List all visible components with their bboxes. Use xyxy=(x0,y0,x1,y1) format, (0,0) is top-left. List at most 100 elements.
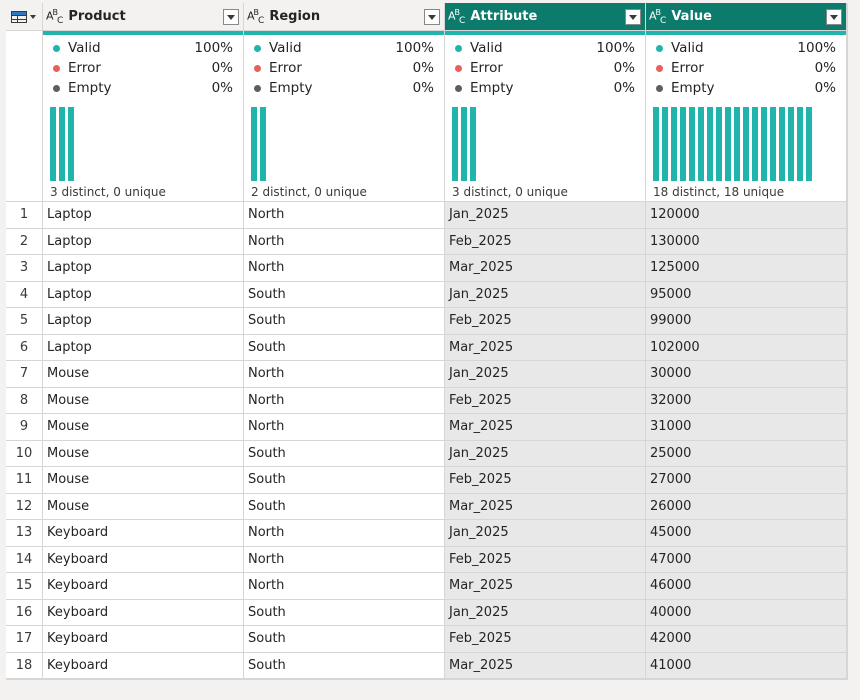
row-number[interactable]: 7 xyxy=(6,361,43,388)
table-cell[interactable]: Laptop xyxy=(43,228,244,255)
table-cell[interactable]: South xyxy=(244,334,445,361)
table-menu-button[interactable] xyxy=(6,3,43,31)
table-cell[interactable]: Feb_2025 xyxy=(445,467,646,494)
table-cell[interactable]: Jan_2025 xyxy=(445,281,646,308)
row-number[interactable]: 14 xyxy=(6,546,43,573)
table-cell[interactable]: North xyxy=(244,255,445,282)
table-cell[interactable]: South xyxy=(244,626,445,653)
table-cell[interactable]: South xyxy=(244,652,445,679)
table-cell[interactable]: Mouse xyxy=(43,467,244,494)
column-header-product[interactable]: ABC Product xyxy=(43,3,244,31)
row-number[interactable]: 13 xyxy=(6,520,43,547)
table-cell[interactable]: South xyxy=(244,281,445,308)
column-header-attribute[interactable]: ABC Attribute xyxy=(445,3,646,31)
table-cell[interactable]: South xyxy=(244,308,445,335)
table-cell[interactable]: 46000 xyxy=(646,573,847,600)
table-cell[interactable]: Mar_2025 xyxy=(445,334,646,361)
table-cell[interactable]: North xyxy=(244,573,445,600)
table-cell[interactable]: Jan_2025 xyxy=(445,599,646,626)
table-cell[interactable]: 47000 xyxy=(646,546,847,573)
table-cell[interactable]: North xyxy=(244,414,445,441)
table-cell[interactable]: Laptop xyxy=(43,308,244,335)
row-number[interactable]: 15 xyxy=(6,573,43,600)
row-number[interactable]: 16 xyxy=(6,599,43,626)
table-cell[interactable]: 26000 xyxy=(646,493,847,520)
table-cell[interactable]: Keyboard xyxy=(43,599,244,626)
table-cell[interactable]: Mar_2025 xyxy=(445,414,646,441)
row-number[interactable]: 4 xyxy=(6,281,43,308)
table-cell[interactable]: 27000 xyxy=(646,467,847,494)
table-cell[interactable]: 102000 xyxy=(646,334,847,361)
table-cell[interactable]: South xyxy=(244,599,445,626)
table-cell[interactable]: Feb_2025 xyxy=(445,546,646,573)
table-cell[interactable]: North xyxy=(244,228,445,255)
table-cell[interactable]: 95000 xyxy=(646,281,847,308)
table-cell[interactable]: 99000 xyxy=(646,308,847,335)
table-cell[interactable]: Mouse xyxy=(43,361,244,388)
text-type-icon[interactable]: ABC xyxy=(46,7,63,26)
text-type-icon[interactable]: ABC xyxy=(448,7,465,26)
table-cell[interactable]: 45000 xyxy=(646,520,847,547)
row-number[interactable]: 1 xyxy=(6,202,43,229)
filter-dropdown-icon[interactable] xyxy=(223,8,239,25)
table-cell[interactable]: Keyboard xyxy=(43,573,244,600)
table-cell[interactable]: Feb_2025 xyxy=(445,308,646,335)
table-cell[interactable]: 40000 xyxy=(646,599,847,626)
table-cell[interactable]: Laptop xyxy=(43,334,244,361)
table-cell[interactable]: Mouse xyxy=(43,440,244,467)
table-cell[interactable]: Mar_2025 xyxy=(445,573,646,600)
table-cell[interactable]: North xyxy=(244,361,445,388)
row-number[interactable]: 6 xyxy=(6,334,43,361)
table-cell[interactable]: 32000 xyxy=(646,387,847,414)
table-cell[interactable]: Jan_2025 xyxy=(445,361,646,388)
table-cell[interactable]: Mouse xyxy=(43,414,244,441)
table-cell[interactable]: North xyxy=(244,546,445,573)
row-number[interactable]: 11 xyxy=(6,467,43,494)
table-cell[interactable]: Feb_2025 xyxy=(445,228,646,255)
filter-dropdown-icon[interactable] xyxy=(424,8,440,25)
table-cell[interactable]: North xyxy=(244,520,445,547)
table-cell[interactable]: Feb_2025 xyxy=(445,387,646,414)
table-cell[interactable]: Mouse xyxy=(43,387,244,414)
filter-dropdown-icon[interactable] xyxy=(625,8,641,25)
row-number[interactable]: 12 xyxy=(6,493,43,520)
table-cell[interactable]: South xyxy=(244,467,445,494)
table-cell[interactable]: Jan_2025 xyxy=(445,202,646,229)
row-number[interactable]: 3 xyxy=(6,255,43,282)
row-number[interactable]: 8 xyxy=(6,387,43,414)
table-cell[interactable]: Jan_2025 xyxy=(445,520,646,547)
table-cell[interactable]: 31000 xyxy=(646,414,847,441)
filter-dropdown-icon[interactable] xyxy=(826,8,842,25)
table-cell[interactable]: Laptop xyxy=(43,281,244,308)
table-cell[interactable]: Laptop xyxy=(43,255,244,282)
table-cell[interactable]: Laptop xyxy=(43,202,244,229)
table-cell[interactable]: 125000 xyxy=(646,255,847,282)
column-header-value[interactable]: ABC Value xyxy=(646,3,847,31)
row-number[interactable]: 2 xyxy=(6,228,43,255)
row-number[interactable]: 10 xyxy=(6,440,43,467)
table-cell[interactable]: 25000 xyxy=(646,440,847,467)
row-number[interactable]: 5 xyxy=(6,308,43,335)
table-cell[interactable]: Mar_2025 xyxy=(445,255,646,282)
row-number[interactable]: 17 xyxy=(6,626,43,653)
table-cell[interactable]: Jan_2025 xyxy=(445,440,646,467)
text-type-icon[interactable]: ABC xyxy=(649,7,666,26)
table-cell[interactable]: 130000 xyxy=(646,228,847,255)
row-number[interactable]: 9 xyxy=(6,414,43,441)
table-cell[interactable]: 120000 xyxy=(646,202,847,229)
table-cell[interactable]: North xyxy=(244,387,445,414)
table-cell[interactable]: Feb_2025 xyxy=(445,626,646,653)
table-cell[interactable]: Keyboard xyxy=(43,652,244,679)
table-cell[interactable]: Keyboard xyxy=(43,626,244,653)
table-cell[interactable]: Keyboard xyxy=(43,546,244,573)
table-cell[interactable]: Mouse xyxy=(43,493,244,520)
text-type-icon[interactable]: ABC xyxy=(247,7,264,26)
table-cell[interactable]: North xyxy=(244,202,445,229)
row-number[interactable]: 18 xyxy=(6,652,43,679)
table-cell[interactable]: Mar_2025 xyxy=(445,652,646,679)
column-header-region[interactable]: ABC Region xyxy=(244,3,445,31)
table-cell[interactable]: Mar_2025 xyxy=(445,493,646,520)
table-cell[interactable]: 41000 xyxy=(646,652,847,679)
table-cell[interactable]: 42000 xyxy=(646,626,847,653)
table-cell[interactable]: 30000 xyxy=(646,361,847,388)
